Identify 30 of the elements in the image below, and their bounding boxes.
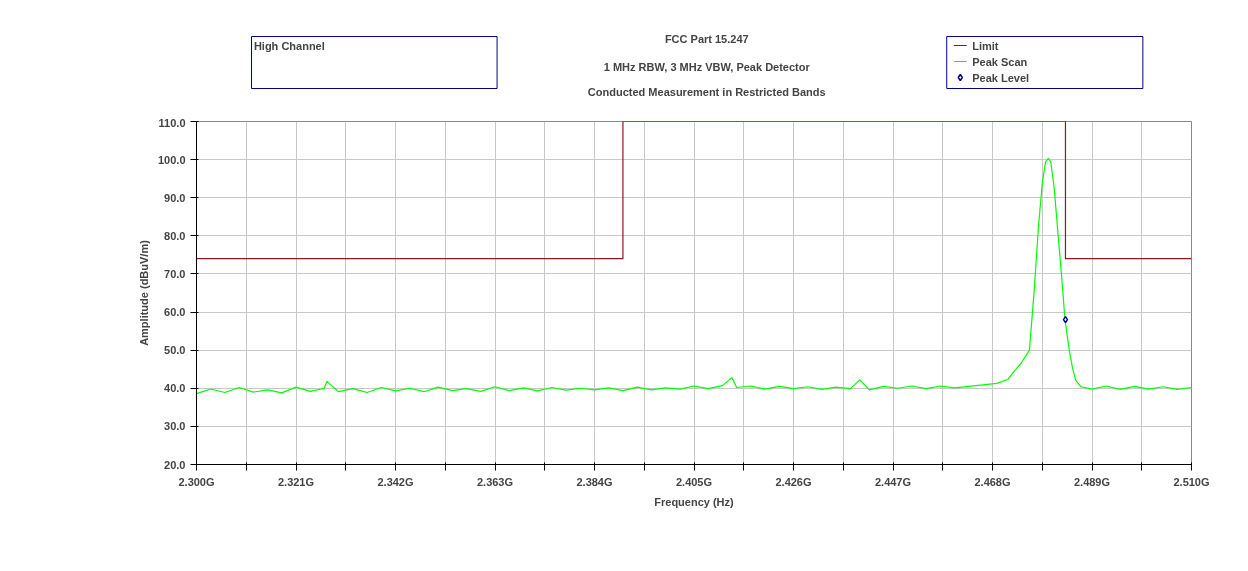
line-series	[196, 157, 1192, 395]
legend-label: Limit	[972, 39, 999, 52]
y-tick-label: 50.0	[164, 344, 186, 357]
y-tick-label: 70.0	[164, 267, 186, 280]
text: High Channel	[253, 39, 325, 52]
y-tick-label: 100.0	[157, 153, 186, 166]
x-tick-label: 2.405G	[675, 475, 713, 488]
y-tick-label: 30.0	[164, 420, 186, 433]
x-tick-label: 2.321G	[277, 475, 315, 488]
y-tick-label: 80.0	[164, 229, 186, 242]
legend-label: Peak Scan	[972, 55, 1028, 68]
y-tick-label: 90.0	[164, 191, 186, 204]
y-tick-label: 20.0	[164, 458, 186, 471]
legend-label: Peak Level	[972, 71, 1030, 84]
chart-title: FCC Part 15.247	[664, 32, 749, 45]
x-tick-label: 2.300G	[178, 475, 215, 488]
y-axis-title: Amplitude (dBuV/m)	[137, 239, 150, 346]
x-tick-label: 2.468G	[974, 475, 1011, 488]
x-tick-label: 2.510G	[1173, 475, 1210, 488]
x-tick-label: 2.447G	[874, 475, 912, 488]
chart-subtitle: 1 MHz RBW, 3 MHz VBW, Peak Detector Conducted Measurement in Restricted Bands	[587, 60, 826, 98]
y-tick-label: 40.0	[164, 382, 186, 395]
x-tick-label: 2.489G	[1073, 475, 1111, 488]
x-tick-label: 2.426G	[775, 475, 812, 488]
y-tick-label: 60.0	[164, 306, 186, 319]
x-tick-label: 2.342G	[377, 475, 414, 488]
x-axis-title: Frequency (Hz)	[654, 495, 735, 508]
x-tick-label: 2.363G	[476, 475, 514, 488]
x-tick-label: 2.384G	[576, 475, 613, 488]
y-tick-label: 110.0	[158, 116, 186, 129]
